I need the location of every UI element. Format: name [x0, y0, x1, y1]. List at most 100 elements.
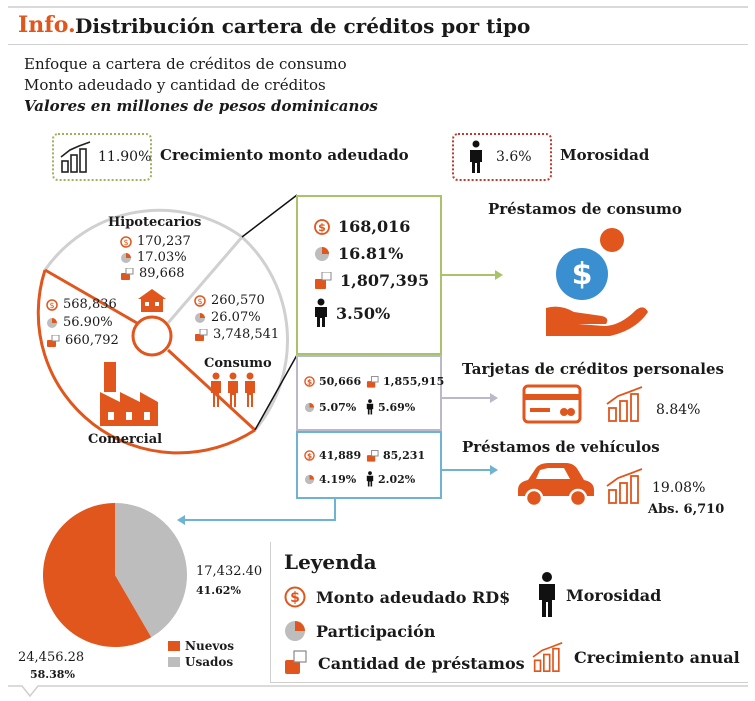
participation-icon — [121, 252, 131, 263]
person-icon — [366, 399, 374, 415]
hipotecarios-cantidad: 89,668 — [139, 266, 185, 281]
comercial-part-row: 56.90% — [46, 315, 119, 330]
comercial-cantidad: 660,792 — [65, 333, 119, 348]
vehicle-cantidad-row: 85,231 — [366, 449, 425, 462]
factory-icon — [100, 362, 158, 426]
loans-count-icon — [195, 328, 208, 341]
connector-to-pie — [185, 496, 336, 521]
loans-count-icon — [366, 449, 379, 462]
pie-legend: Nuevos Usados — [168, 639, 234, 669]
consumer-monto: 168,016 — [338, 217, 411, 236]
top-rule — [8, 6, 748, 8]
zoom-line-bottom — [254, 354, 298, 431]
participation-icon — [285, 621, 305, 641]
subtitle-units: Valores en millones de pesos dominicanos — [24, 97, 378, 115]
growth-kpi-value: 11.90% — [98, 149, 152, 165]
svg-text:$: $ — [318, 221, 326, 234]
consumer-cantidad: 1,807,395 — [340, 271, 430, 290]
money-icon: $ — [304, 450, 315, 461]
pie-nuevos-value: 24,456.28 — [18, 650, 85, 665]
legend-usados-label: Usados — [185, 655, 234, 669]
hipotecarios-cantidad-row: 89,668 — [120, 266, 191, 281]
money-icon: $ — [304, 376, 315, 387]
arrow-consumo-head — [495, 270, 503, 280]
consumer-loans-label: Préstamos de consumo — [488, 200, 682, 218]
pie-slice-nuevos — [43, 503, 152, 647]
subtitle-focus: Enfoque a cartera de créditos de consumo — [24, 55, 347, 73]
consumer-loans-stats: $ 168,016 16.81% 1,807,395 3.50% — [314, 217, 429, 328]
legend-monto: $ Monto adeudado RD$ — [284, 586, 510, 608]
cards-part-cell: 5.07% — [304, 401, 356, 414]
legend-left-rule — [270, 542, 271, 682]
credit-cards-label: Tarjetas de créditos personales — [462, 360, 724, 378]
hipotecarios-monto: 170,237 — [137, 234, 191, 249]
vehicle-part-cell: 4.19% — [304, 473, 356, 486]
loans-count-icon — [315, 271, 332, 289]
money-icon: $ — [194, 294, 206, 307]
subtitle-measures: Monto adeudado y cantidad de créditos — [24, 76, 326, 94]
vehicle-morosidad-cell: 2.02% — [366, 471, 415, 487]
credit-card-icon — [522, 384, 582, 424]
legend-participacion: Participación — [284, 620, 435, 642]
vehicle-part: 4.19% — [319, 473, 357, 486]
growth-chart-icon — [606, 468, 643, 504]
pie-legend-usados: Usados — [168, 655, 234, 669]
consumer-monto-row: $ 168,016 — [314, 217, 429, 236]
participation-icon — [47, 317, 57, 328]
person-icon — [366, 471, 374, 487]
legend-morosidad-label: Morosidad — [566, 585, 662, 605]
loans-count-icon — [121, 267, 134, 280]
money-icon: $ — [120, 235, 132, 248]
svg-text:$: $ — [307, 451, 312, 460]
cards-morosidad: 5.69% — [378, 400, 416, 414]
comercial-part: 56.90% — [63, 315, 113, 330]
vehicle-loans-panel: $ 41,889 85,231 4.19% 2.02% — [296, 431, 442, 499]
car-icon — [518, 463, 594, 508]
delinquency-kpi-label: Morosidad — [560, 146, 650, 164]
arrow-tarjetas-head — [490, 393, 498, 403]
consumer-loans-panel: $ 168,016 16.81% 1,807,395 3.50% — [296, 195, 442, 355]
vehicle-cantidad-cell: 85,231 — [366, 449, 425, 462]
pie-usados-value: 17,432.40 — [196, 564, 263, 579]
svg-text:$: $ — [572, 257, 593, 292]
brand-logo: Info. — [18, 12, 76, 38]
participation-icon — [304, 402, 315, 413]
segment-stats-consumo: $ 260,570 26.07% 3,748,541 — [194, 293, 279, 342]
pie-slice-usados — [115, 503, 188, 638]
cards-monto-row: $ 50,666 — [304, 375, 361, 388]
cards-cantidad-cell: 1,855,915 — [366, 375, 444, 388]
cards-morosidad-cell: 5.69% — [366, 399, 415, 415]
comercial-monto-row: $ 568,836 — [46, 297, 119, 312]
participation-icon — [195, 312, 205, 323]
connector-to-pie-head — [177, 515, 185, 525]
cards-cantidad: 1,855,915 — [383, 375, 445, 388]
consumer-morosidad: 3.50% — [336, 303, 391, 323]
segment-stats-hipotecarios: $ 170,237 17.03% 89,668 — [120, 234, 191, 281]
swatch-usados — [168, 657, 180, 667]
vehicle-loans-abs: Abs. 6,710 — [648, 502, 725, 517]
swatch-nuevos — [168, 641, 180, 651]
page-title: Distribución cartera de créditos por tip… — [75, 14, 531, 38]
person-icon — [470, 140, 482, 173]
legend-nuevos-label: Nuevos — [185, 639, 235, 653]
consumo-monto-row: $ 260,570 — [194, 293, 279, 308]
delinquency-kpi-value: 3.6% — [496, 149, 532, 165]
consumer-cantidad-row: 1,807,395 — [314, 271, 429, 290]
vehicle-cantidad: 85,231 — [383, 449, 426, 462]
zoom-line-top — [241, 194, 298, 238]
divider-comercial-hipotecarios — [44, 268, 138, 325]
money-icon: $ — [314, 218, 330, 235]
svg-text:$: $ — [197, 297, 202, 306]
hipotecarios-part: 17.03% — [137, 250, 187, 265]
legend-cantidad: Cantidad de préstamos — [284, 650, 525, 676]
loans-count-icon — [285, 650, 307, 674]
growth-kpi-label: Crecimiento monto adeudado — [160, 146, 409, 164]
legend-monto-label: Monto adeudado RD$ — [316, 587, 511, 607]
cards-part-row: 5.07% — [304, 401, 356, 414]
consumo-part-row: 26.07% — [194, 310, 279, 325]
participation-icon — [304, 474, 315, 485]
vehicle-loans-label: Préstamos de vehículos — [462, 438, 660, 456]
house-icon — [138, 289, 166, 312]
legend-crecimiento: Crecimiento anual — [532, 642, 740, 672]
money-icon: $ — [46, 298, 58, 311]
